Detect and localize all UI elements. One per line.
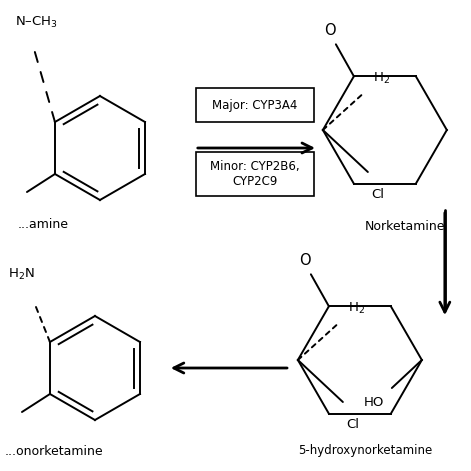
Text: O: O xyxy=(299,253,311,268)
Bar xyxy=(196,152,314,196)
Text: Cl: Cl xyxy=(346,418,359,431)
Text: ...onorketamine: ...onorketamine xyxy=(5,445,104,458)
Text: N–CH$_3$: N–CH$_3$ xyxy=(15,15,58,30)
Text: H$_2$: H$_2$ xyxy=(348,301,365,316)
Text: Major: CYP3A4: Major: CYP3A4 xyxy=(212,98,298,112)
Text: ...amine: ...amine xyxy=(18,218,69,231)
Text: Cl: Cl xyxy=(371,188,384,201)
Text: O: O xyxy=(324,23,336,38)
Text: H$_2$: H$_2$ xyxy=(373,71,390,86)
Text: 5-hydroxynorketamine: 5-hydroxynorketamine xyxy=(298,444,432,457)
Text: Minor: CYP2B6,
CYP2C9: Minor: CYP2B6, CYP2C9 xyxy=(210,160,300,188)
Text: HO: HO xyxy=(364,396,384,409)
Bar xyxy=(196,88,314,122)
Text: Norketamine: Norketamine xyxy=(365,220,446,233)
Text: H$_2$N: H$_2$N xyxy=(8,267,35,282)
